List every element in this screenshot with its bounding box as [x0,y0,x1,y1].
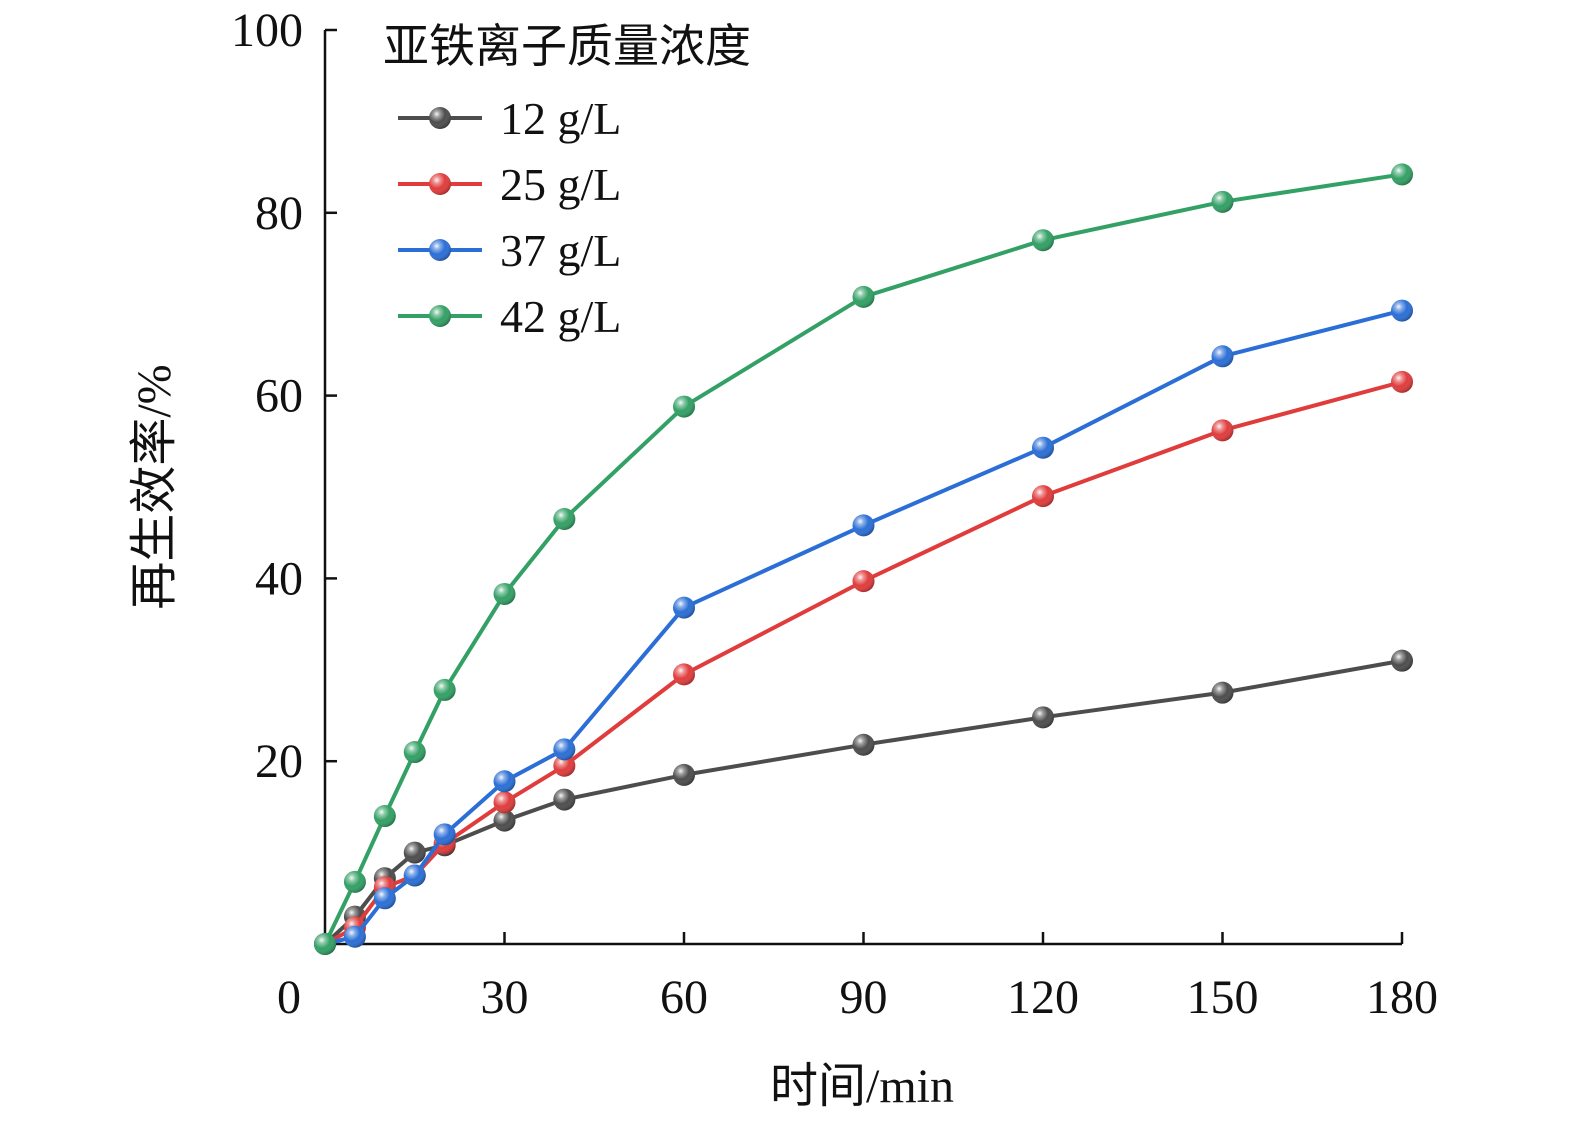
data-point-shine [852,285,875,308]
data-point-shine [1211,681,1234,704]
legend-label: 37 g/L [500,225,621,276]
legend-label: 25 g/L [500,159,621,210]
data-point-shine [852,514,875,537]
y-tick-label-100: 100 [231,4,303,57]
data-point-shine [493,791,516,814]
data-point-shine [493,809,516,832]
x-tick-label-0: 0 [277,971,301,1024]
data-point-shine [343,925,366,948]
data-point-shine [673,395,695,418]
data-point-shine [1211,190,1234,213]
data-point-shine [373,887,396,910]
data-point-shine [1211,345,1234,368]
data-point-shine [1032,229,1054,252]
axes: 0 30 60 90 120 150 180 20 40 60 80 100 [231,4,1438,1024]
data-point-shine [553,754,576,777]
data-point-shine [1211,419,1234,442]
series-layer [314,163,1413,955]
data-point-shine [403,741,426,764]
data-point-shine [1032,706,1054,729]
legend-label: 12 g/L [500,93,621,144]
data-point-shine [493,582,516,605]
legend-item-2: 25 g/L [398,159,621,210]
y-tick-label-40: 40 [255,552,303,605]
data-point-shine [493,770,516,793]
data-point-shine [1032,436,1054,459]
y-tick-label-60: 60 [255,370,303,423]
series-2 [314,370,1413,955]
legend-swatch-shine [429,305,451,327]
data-point-shine [673,763,695,786]
legend: 亚铁离子质量浓度 12 g/L 25 g/L 37 g/L 42 g/L [383,21,751,342]
data-point-shine [373,805,396,828]
x-tick-label-60: 60 [660,971,708,1024]
data-point-shine [673,663,695,686]
data-point-shine [1391,370,1413,393]
legend-title: 亚铁离子质量浓度 [383,21,751,72]
data-point-shine [852,570,875,593]
data-point-shine [403,864,426,887]
series-3 [314,299,1413,955]
legend-swatch-shine [429,239,451,261]
data-point-shine [1391,163,1413,186]
data-point-shine [852,733,875,756]
data-point-shine [433,823,456,846]
series-line-3 [324,308,1403,946]
y-tick-label-20: 20 [255,735,303,788]
legend-item-1: 12 g/L [398,93,621,144]
legend-item-3: 37 g/L [398,225,621,276]
data-point-shine [673,596,695,619]
data-point-shine [1391,299,1413,322]
series-4 [314,163,1413,955]
x-tick-label-120: 120 [1007,971,1079,1024]
x-tick-label-150: 150 [1187,971,1259,1024]
data-point-shine [553,507,576,530]
series-line-2 [324,379,1403,946]
data-point-shine [433,678,456,701]
data-point-shine [314,933,336,955]
series-line-1 [323,658,1403,946]
data-point-shine [403,841,426,864]
legend-item-4: 42 g/L [398,291,621,342]
x-tick-label-180: 180 [1366,971,1438,1024]
series-line-4 [323,172,1403,945]
data-point-shine [553,738,576,761]
y-axis-title: 再生效率/% [128,364,181,609]
data-point-shine [1032,485,1054,508]
x-tick-label-90: 90 [840,971,888,1024]
data-point-shine [553,788,576,811]
legend-label: 42 g/L [500,291,621,342]
data-point-shine [343,870,366,893]
y-tick-label-80: 80 [255,187,303,240]
x-axis-title: 时间/min [770,1060,954,1113]
legend-swatch-shine [429,173,451,195]
legend-swatch-shine [429,107,451,129]
data-point-shine [1391,649,1413,672]
x-tick-label-30: 30 [481,971,529,1024]
